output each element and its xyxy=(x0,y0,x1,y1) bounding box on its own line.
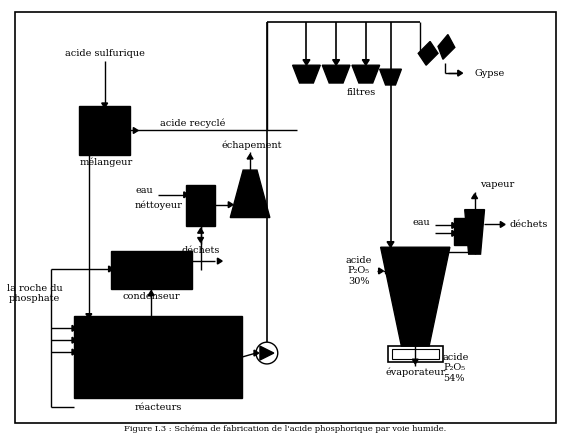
Bar xyxy=(74,317,242,398)
Polygon shape xyxy=(418,41,438,65)
Polygon shape xyxy=(217,258,222,264)
Polygon shape xyxy=(133,127,138,133)
Polygon shape xyxy=(412,359,418,364)
Polygon shape xyxy=(452,230,456,236)
Text: déchets: déchets xyxy=(509,220,548,229)
Polygon shape xyxy=(184,267,189,273)
Bar xyxy=(186,185,215,226)
Bar xyxy=(111,251,192,289)
Text: la roche du
phosphate: la roche du phosphate xyxy=(7,284,62,303)
Text: néttoyeur: néttoyeur xyxy=(135,201,183,211)
Polygon shape xyxy=(101,103,108,108)
Text: acide recyclé: acide recyclé xyxy=(160,119,225,128)
Text: échapement: échapement xyxy=(222,140,282,150)
Polygon shape xyxy=(148,291,154,296)
Polygon shape xyxy=(86,313,92,318)
Polygon shape xyxy=(247,154,253,159)
Bar xyxy=(388,346,443,362)
Polygon shape xyxy=(380,247,450,346)
Polygon shape xyxy=(463,228,467,235)
Polygon shape xyxy=(465,210,484,254)
Polygon shape xyxy=(438,34,455,59)
Text: acide sulfurique: acide sulfurique xyxy=(65,49,145,58)
Polygon shape xyxy=(254,350,259,356)
Polygon shape xyxy=(458,70,463,76)
Bar xyxy=(79,106,130,155)
Polygon shape xyxy=(260,346,274,360)
Polygon shape xyxy=(184,192,189,198)
Text: acide
P₂O₅
54%: acide P₂O₅ 54% xyxy=(443,353,469,383)
Polygon shape xyxy=(198,228,204,233)
Polygon shape xyxy=(230,170,270,218)
Text: mélangeur: mélangeur xyxy=(80,157,133,167)
Polygon shape xyxy=(72,325,77,331)
Polygon shape xyxy=(380,69,401,85)
Polygon shape xyxy=(303,60,310,65)
Text: évaporateur: évaporateur xyxy=(385,367,446,377)
Text: Gypse: Gypse xyxy=(475,68,505,78)
Polygon shape xyxy=(472,194,477,198)
Polygon shape xyxy=(386,268,390,274)
Polygon shape xyxy=(362,60,369,65)
Text: eau: eau xyxy=(412,218,430,227)
Text: déchets: déchets xyxy=(181,245,220,255)
Polygon shape xyxy=(293,65,320,83)
Polygon shape xyxy=(352,65,380,83)
Text: eau: eau xyxy=(136,186,153,195)
Polygon shape xyxy=(198,238,204,242)
Text: condenseur: condenseur xyxy=(122,292,180,301)
Polygon shape xyxy=(72,337,77,343)
Bar xyxy=(392,349,439,359)
Text: filtres: filtres xyxy=(346,89,375,97)
Text: Figure I.3 : Schéma de fabrication de l'acide phosphorique par voie humide.: Figure I.3 : Schéma de fabrication de l'… xyxy=(124,425,446,433)
Text: vapeur: vapeur xyxy=(480,181,514,189)
Polygon shape xyxy=(229,202,233,208)
Polygon shape xyxy=(109,266,113,272)
Polygon shape xyxy=(500,221,505,228)
Bar xyxy=(454,218,476,245)
Polygon shape xyxy=(452,222,456,228)
Polygon shape xyxy=(379,268,383,274)
Polygon shape xyxy=(437,249,442,255)
Polygon shape xyxy=(72,349,77,355)
Polygon shape xyxy=(322,65,350,83)
Polygon shape xyxy=(333,60,340,65)
Text: acide
P₂O₅
30%: acide P₂O₅ 30% xyxy=(346,256,372,286)
Text: réacteurs: réacteurs xyxy=(134,403,182,412)
Polygon shape xyxy=(387,242,394,247)
